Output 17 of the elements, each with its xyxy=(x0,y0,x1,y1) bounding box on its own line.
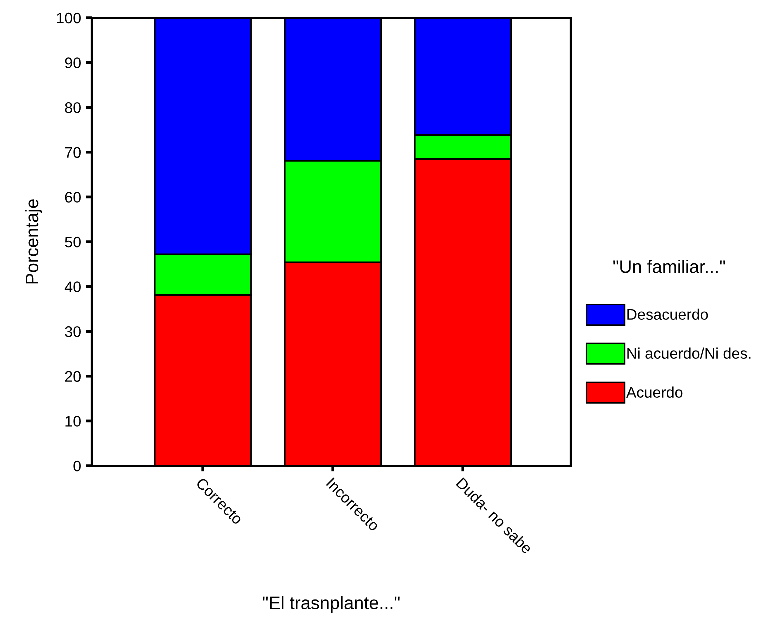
y-tick-label: 10 xyxy=(66,416,81,427)
legend-label: Acuerdo xyxy=(626,386,683,398)
y-tick-label: 0 xyxy=(74,460,81,472)
legend-label: Desacuerdo xyxy=(628,308,708,320)
x-axis-title: "El trasnplante..." xyxy=(263,596,400,614)
y-tick-label: 30 xyxy=(65,326,81,338)
y-tick-label: 40 xyxy=(64,282,81,292)
y-tick-label: 70 xyxy=(65,147,81,158)
y-axis-title: Porcentaje xyxy=(25,200,42,284)
y-tick-label: 50 xyxy=(65,236,81,248)
y-tick-label: 100 xyxy=(57,12,81,24)
legend-label: Ni acuerdo/Ni des. xyxy=(628,348,751,360)
y-tick-label: 90 xyxy=(65,58,81,68)
legend-title: "Un familiar..." xyxy=(614,260,726,274)
y-tick-label: 20 xyxy=(65,371,81,382)
y-tick-label: 80 xyxy=(65,102,81,114)
y-tick-label: 60 xyxy=(65,192,81,203)
